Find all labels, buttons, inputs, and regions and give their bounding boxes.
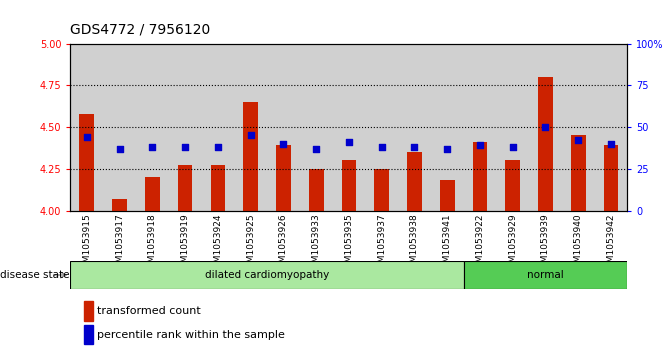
Bar bbox=[244, 102, 258, 211]
Bar bbox=[70, 261, 464, 289]
Point bbox=[311, 146, 321, 152]
Bar bbox=[333, 44, 365, 211]
Text: percentile rank within the sample: percentile rank within the sample bbox=[97, 330, 285, 340]
Text: GDS4772 / 7956120: GDS4772 / 7956120 bbox=[70, 22, 211, 36]
Point bbox=[246, 132, 256, 138]
Bar bbox=[464, 261, 627, 289]
Bar bbox=[211, 166, 225, 211]
Bar bbox=[342, 160, 356, 211]
Bar bbox=[464, 44, 497, 211]
Bar bbox=[497, 44, 529, 211]
Bar bbox=[407, 152, 422, 211]
Point bbox=[573, 138, 584, 143]
Point bbox=[344, 139, 354, 145]
Bar bbox=[472, 142, 487, 211]
Bar bbox=[267, 44, 300, 211]
Bar bbox=[529, 44, 562, 211]
Point bbox=[180, 144, 191, 150]
Point bbox=[409, 144, 420, 150]
Point bbox=[81, 134, 92, 140]
Bar bbox=[440, 180, 454, 211]
Point bbox=[147, 144, 158, 150]
Bar bbox=[145, 177, 160, 211]
Bar bbox=[595, 44, 627, 211]
Bar bbox=[398, 44, 431, 211]
Text: disease state: disease state bbox=[0, 270, 70, 280]
Bar bbox=[103, 44, 136, 211]
Bar bbox=[374, 169, 389, 211]
Bar bbox=[571, 135, 586, 211]
Bar bbox=[178, 166, 193, 211]
Point bbox=[540, 124, 551, 130]
Text: normal: normal bbox=[527, 270, 564, 280]
Text: dilated cardiomyopathy: dilated cardiomyopathy bbox=[205, 270, 329, 280]
Point bbox=[606, 141, 617, 147]
Point bbox=[278, 141, 289, 147]
Bar bbox=[84, 325, 93, 344]
Bar bbox=[84, 301, 93, 321]
Bar bbox=[70, 44, 103, 211]
Bar bbox=[365, 44, 398, 211]
Bar bbox=[112, 199, 127, 211]
Point bbox=[507, 144, 518, 150]
Point bbox=[376, 144, 387, 150]
Bar bbox=[505, 160, 520, 211]
Bar bbox=[431, 44, 464, 211]
Point bbox=[213, 144, 223, 150]
Bar bbox=[538, 77, 553, 211]
Bar bbox=[234, 44, 267, 211]
Text: transformed count: transformed count bbox=[97, 306, 201, 316]
Bar bbox=[79, 114, 94, 211]
Bar bbox=[300, 44, 333, 211]
Bar bbox=[276, 146, 291, 211]
Bar bbox=[604, 146, 619, 211]
Bar bbox=[136, 44, 168, 211]
Bar bbox=[562, 44, 595, 211]
Bar bbox=[309, 169, 323, 211]
Point bbox=[474, 143, 485, 148]
Point bbox=[442, 146, 452, 152]
Bar bbox=[201, 44, 234, 211]
Point bbox=[114, 146, 125, 152]
Bar bbox=[168, 44, 201, 211]
